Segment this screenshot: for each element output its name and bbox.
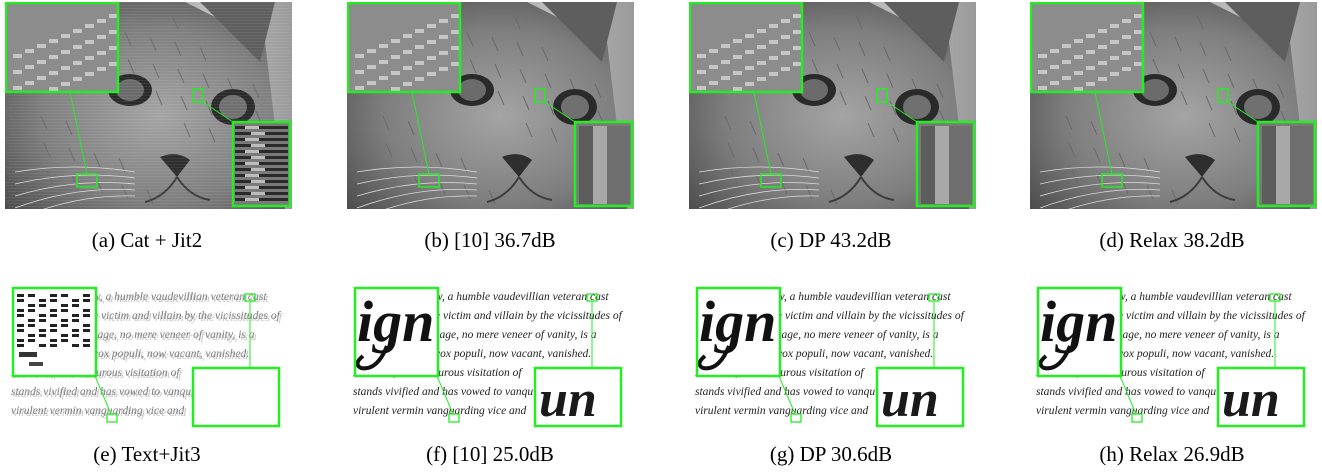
caption-a: (a) Cat + Jit2	[91, 228, 203, 252]
svg-text:virulent vermin vanguarding vi: virulent vermin vanguarding vice and	[11, 405, 185, 417]
svg-text:ign: ign	[357, 289, 434, 354]
text-image-jitter: w, a humble vaudevillian veteran cast w, …	[5, 286, 292, 428]
caption-d: (d) Relax 38.2dB	[1099, 228, 1245, 252]
svg-text:vox populi, now vacant, vanish: vox populi, now vacant, vanished.	[435, 348, 591, 360]
svg-text:vox populi, now vacant, vanish: vox populi, now vacant, vanished.	[93, 348, 249, 360]
svg-text:sage, no mere veneer of vanity: sage, no mere veneer of vanity, is a	[435, 329, 597, 341]
svg-text:w, a humble vaudevillian veter: w, a humble vaudevillian veteran cast	[1118, 291, 1292, 303]
caption-g: (g) DP 30.6dB	[769, 442, 893, 466]
panel-h: w, a humble vaudevillian veteran cast e v…	[1030, 286, 1317, 428]
panel-d	[1030, 2, 1317, 209]
panel-c	[689, 2, 976, 209]
svg-text:ign: ign	[1040, 289, 1117, 354]
text-image-restored-relax: w, a humble vaudevillian veteran cast e v…	[1030, 286, 1317, 428]
cat-image-jitter	[5, 2, 292, 209]
svg-text:sage, no mere veneer of vanity: sage, no mere veneer of vanity, is a	[93, 329, 255, 341]
svg-text:e victim and villain by the vi: e victim and villain by the vicissitudes…	[435, 310, 624, 322]
text-image-restored-dp: w, a humble vaudevillian veteran cast e v…	[689, 286, 976, 428]
caption-b: (b) [10] 36.7dB	[424, 228, 556, 252]
caption-h: (h) Relax 26.9dB	[1099, 442, 1245, 466]
svg-text:ign: ign	[699, 289, 776, 354]
svg-text:sage, no mere veneer of vanity: sage, no mere veneer of vanity, is a	[777, 329, 939, 341]
svg-text:w, a humble vaudevillian veter: w, a humble vaudevillian veteran cast	[93, 291, 267, 303]
svg-text:un: un	[539, 371, 597, 428]
svg-text:w, a humble vaudevillian veter: w, a humble vaudevillian veteran cast	[435, 291, 609, 303]
svg-text:vox populi, now vacant, vanish: vox populi, now vacant, vanished.	[1118, 348, 1274, 360]
svg-text:un: un	[881, 371, 939, 428]
caption-c: (c) DP 43.2dB	[770, 228, 892, 252]
caption-e: (e) Text+Jit3	[93, 442, 201, 466]
svg-text:sage, no mere veneer of vanity: sage, no mere veneer of vanity, is a	[1118, 329, 1280, 341]
svg-text:virulent vermin vanguarding vi: virulent vermin vanguarding vice and	[695, 405, 869, 417]
svg-text:sage, no mere veneer of vanity: sage, no mere veneer of vanity, is a	[95, 331, 257, 343]
cat-image-restored-relax	[1030, 2, 1317, 209]
panel-a	[5, 2, 292, 209]
svg-text:e victim and villain by the vi: e victim and villain by the vicissitudes…	[777, 310, 966, 322]
svg-text:virulent vermin vanguarding vi: virulent vermin vanguarding vice and	[1036, 405, 1210, 417]
svg-text:vox populi, now vacant, vanish: vox populi, now vacant, vanished.	[777, 348, 933, 360]
svg-text:w, a humble vaudevillian veter: w, a humble vaudevillian veteran cast	[777, 291, 951, 303]
text-image-restored-10: w, a humble vaudevillian veteran cast e v…	[347, 286, 634, 428]
cat-image-restored-10	[347, 2, 634, 209]
svg-text:e victim and villain by the vi: e victim and villain by the vicissitudes…	[93, 310, 282, 322]
panel-b	[347, 2, 634, 209]
cat-image-restored-dp	[689, 2, 976, 209]
svg-text:virulent vermin vanguarding vi: virulent vermin vanguarding vice and	[13, 407, 187, 419]
caption-f: (f) [10] 25.0dB	[426, 442, 554, 466]
svg-text:virulent vermin vanguarding vi: virulent vermin vanguarding vice and	[353, 405, 527, 417]
svg-text:e victim and villain by the vi: e victim and villain by the vicissitudes…	[1118, 310, 1307, 322]
svg-text:w, a humble vaudevillian veter: w, a humble vaudevillian veteran cast	[95, 293, 269, 305]
svg-text:vox populi, now vacant, vanish: vox populi, now vacant, vanished.	[95, 350, 251, 362]
panel-f: w, a humble vaudevillian veteran cast e v…	[347, 286, 634, 428]
panel-g: w, a humble vaudevillian veteran cast e v…	[689, 286, 976, 428]
panel-e: w, a humble vaudevillian veteran cast w, …	[5, 286, 292, 428]
svg-text:un: un	[1222, 371, 1280, 428]
svg-text:e victim and villain by the vi: e victim and villain by the vicissitudes…	[95, 312, 284, 324]
svg-text:stands vivified and has vowed: stands vivified and has vowed to vanqu	[13, 388, 193, 400]
